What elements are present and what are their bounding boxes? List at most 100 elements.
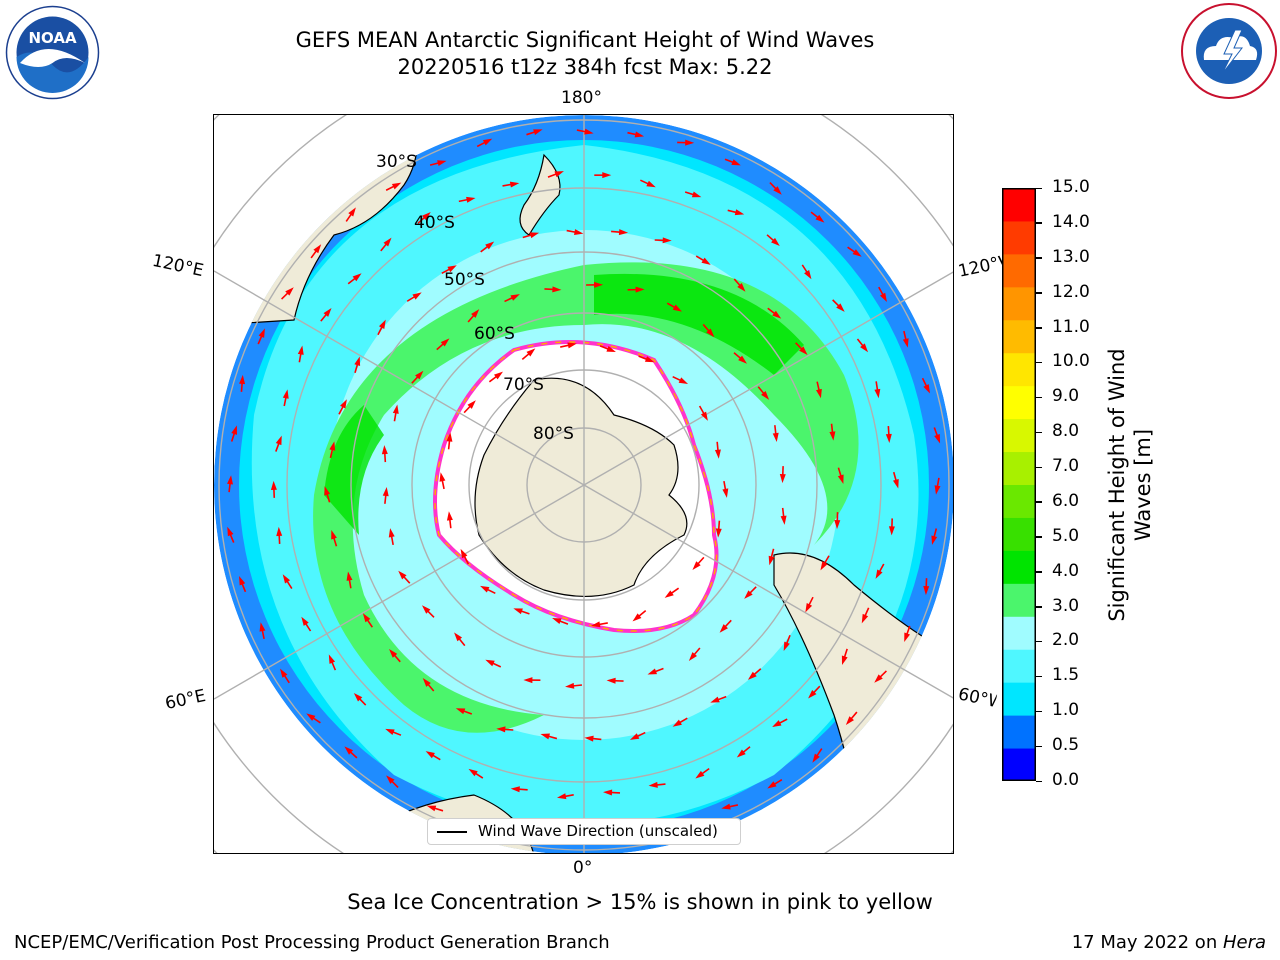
wave-direction-arrowhead xyxy=(700,411,708,421)
wave-direction-arrowhead xyxy=(892,479,899,489)
wave-direction-arrowhead xyxy=(533,129,543,136)
wave-direction-arrowhead xyxy=(591,621,601,628)
wave-direction-arrowhead xyxy=(422,212,431,221)
colorbar-tick-label: 10.0 xyxy=(1052,351,1090,372)
wave-direction-arrowhead xyxy=(632,613,642,622)
wave-direction-arrowhead xyxy=(768,555,775,566)
wave-direction-arrowhead xyxy=(554,171,564,178)
colorbar-tick-label: 14.0 xyxy=(1052,211,1090,232)
wave-direction-arrowhead xyxy=(934,485,941,495)
wave-direction-arrowhead xyxy=(874,674,883,683)
wave-direction-arrowhead xyxy=(565,682,575,689)
footer-date: 17 May 2022 on Hera xyxy=(1072,932,1266,953)
colorbar-tick-mark xyxy=(1036,571,1042,573)
wave-direction-arrowhead xyxy=(391,182,402,190)
wave-direction-arrowhead xyxy=(852,249,862,257)
wave-direction-arrowhead xyxy=(422,678,431,687)
wave-direction-arrowhead xyxy=(635,286,645,293)
wave-direction-arrowhead xyxy=(389,649,398,658)
colorbar-tick-mark xyxy=(1036,292,1042,294)
footer-producer: NCEP/EMC/Verification Post Processing Pr… xyxy=(14,932,610,953)
wave-direction-arrowhead xyxy=(799,346,808,355)
wave-direction-arrowhead xyxy=(644,356,655,363)
wave-direction-arrowhead xyxy=(239,374,246,385)
wave-direction-arrowhead xyxy=(485,659,495,667)
wave-direction-arrowhead xyxy=(618,229,629,236)
wave-direction-arrowhead xyxy=(904,632,911,643)
wave-direction-arrowhead xyxy=(323,307,332,317)
wave-direction-arrowhead xyxy=(934,433,941,444)
wave-direction-arrowhead xyxy=(734,209,745,216)
wave-direction-arrowhead xyxy=(386,775,395,784)
colorbar-cell xyxy=(1002,616,1036,650)
wave-direction-arrowhead xyxy=(761,391,770,400)
wave-direction-arrowhead xyxy=(715,528,722,538)
chart-subtitle: 20220516 t12z 384h fcst Max: 5.22 xyxy=(397,55,773,79)
wind-wave-direction-arrows xyxy=(227,128,941,842)
wave-direction-arrowhead xyxy=(888,526,895,536)
noaa-logo: NOAA xyxy=(5,5,100,100)
wave-direction-arrowhead xyxy=(722,488,729,498)
wave-direction-arrowhead xyxy=(346,571,353,581)
colorbar-cell xyxy=(1002,682,1036,716)
wave-direction-arrowhead xyxy=(340,399,347,409)
colorbar-tick-label: 15.0 xyxy=(1052,177,1090,197)
wave-direction-arrowhead xyxy=(629,733,640,740)
svg-text:NOAA: NOAA xyxy=(28,29,77,47)
colorbar-cell xyxy=(1002,484,1036,518)
wave-direction-arrowhead xyxy=(313,244,322,254)
lon-label-60e: 60°E xyxy=(163,685,208,715)
colorbar-tick-mark xyxy=(1036,640,1042,643)
colorbar-tick-mark xyxy=(1036,187,1042,189)
wave-direction-arrowhead xyxy=(845,716,854,726)
wave-direction-arrowhead xyxy=(738,355,747,364)
sea-ice-note: Sea Ice Concentration > 15% is shown in … xyxy=(347,890,933,914)
wave-direction-arrowhead xyxy=(382,486,389,497)
colorbar-cell xyxy=(1002,748,1036,781)
wave-direction-arrowhead xyxy=(421,605,431,614)
wave-direction-arrowhead xyxy=(324,486,331,496)
wave-direction-arrowhead xyxy=(771,237,780,247)
wave-direction-arrowhead xyxy=(509,181,520,188)
colorbar xyxy=(1002,188,1036,781)
colorbar-tick-mark xyxy=(1036,710,1042,713)
wave-direction-arrowhead xyxy=(392,404,399,414)
colorbar-cell xyxy=(1002,319,1036,354)
wave-direction-arrowhead xyxy=(804,269,812,280)
colorbar-cell xyxy=(1002,715,1036,749)
wave-direction-arrowhead xyxy=(731,159,741,166)
wave-direction-arrowhead xyxy=(306,713,316,721)
colorbar-tick-mark xyxy=(1036,675,1042,678)
wave-direction-arrowhead xyxy=(556,793,567,800)
lat-label-60s: 60°S xyxy=(474,324,515,344)
wave-direction-arrowhead xyxy=(646,180,656,188)
nws-logo xyxy=(1180,2,1278,100)
colorbar-tick-label: 0.5 xyxy=(1052,735,1080,756)
colorbar-tick-mark xyxy=(1036,536,1042,538)
wave-direction-arrowhead xyxy=(672,304,682,312)
colorbar-cell xyxy=(1002,220,1036,255)
wave-direction-arrowhead xyxy=(446,511,453,521)
wave-direction-arrowhead xyxy=(648,781,658,788)
wave-direction-arrowhead xyxy=(701,257,711,265)
wave-direction-arrowhead xyxy=(381,445,388,455)
lat-label-70s: 70°S xyxy=(503,375,544,395)
wave-direction-arrowhead xyxy=(493,371,504,380)
wave-direction-arrowhead xyxy=(513,608,523,615)
wave-direction-arrowhead xyxy=(603,789,613,796)
wave-direction-arrowhead xyxy=(685,139,695,146)
colorbar-tick-mark xyxy=(1036,257,1042,259)
colorbar-tick-label: 1.5 xyxy=(1052,665,1080,686)
wave-direction-arrowhead xyxy=(227,475,233,485)
wave-direction-arrowhead xyxy=(440,338,450,347)
wave-direction-arrowhead xyxy=(276,526,283,537)
wave-direction-arrowhead xyxy=(529,232,540,239)
wave-direction-arrowhead xyxy=(480,585,490,593)
footer-host: Hera xyxy=(1222,932,1266,953)
colorbar-cell xyxy=(1002,550,1036,584)
wave-direction-arrowhead xyxy=(282,389,289,399)
wave-direction-arrowhead xyxy=(815,388,822,399)
wave-direction-arrowhead xyxy=(747,671,757,680)
colorbar-tick-label: 1.0 xyxy=(1052,700,1080,721)
colorbar-tick-mark xyxy=(1036,501,1042,503)
